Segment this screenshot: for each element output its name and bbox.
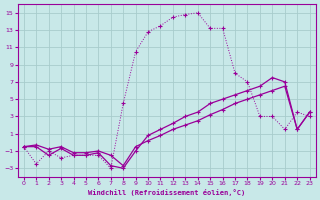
X-axis label: Windchill (Refroidissement éolien,°C): Windchill (Refroidissement éolien,°C): [88, 189, 245, 196]
